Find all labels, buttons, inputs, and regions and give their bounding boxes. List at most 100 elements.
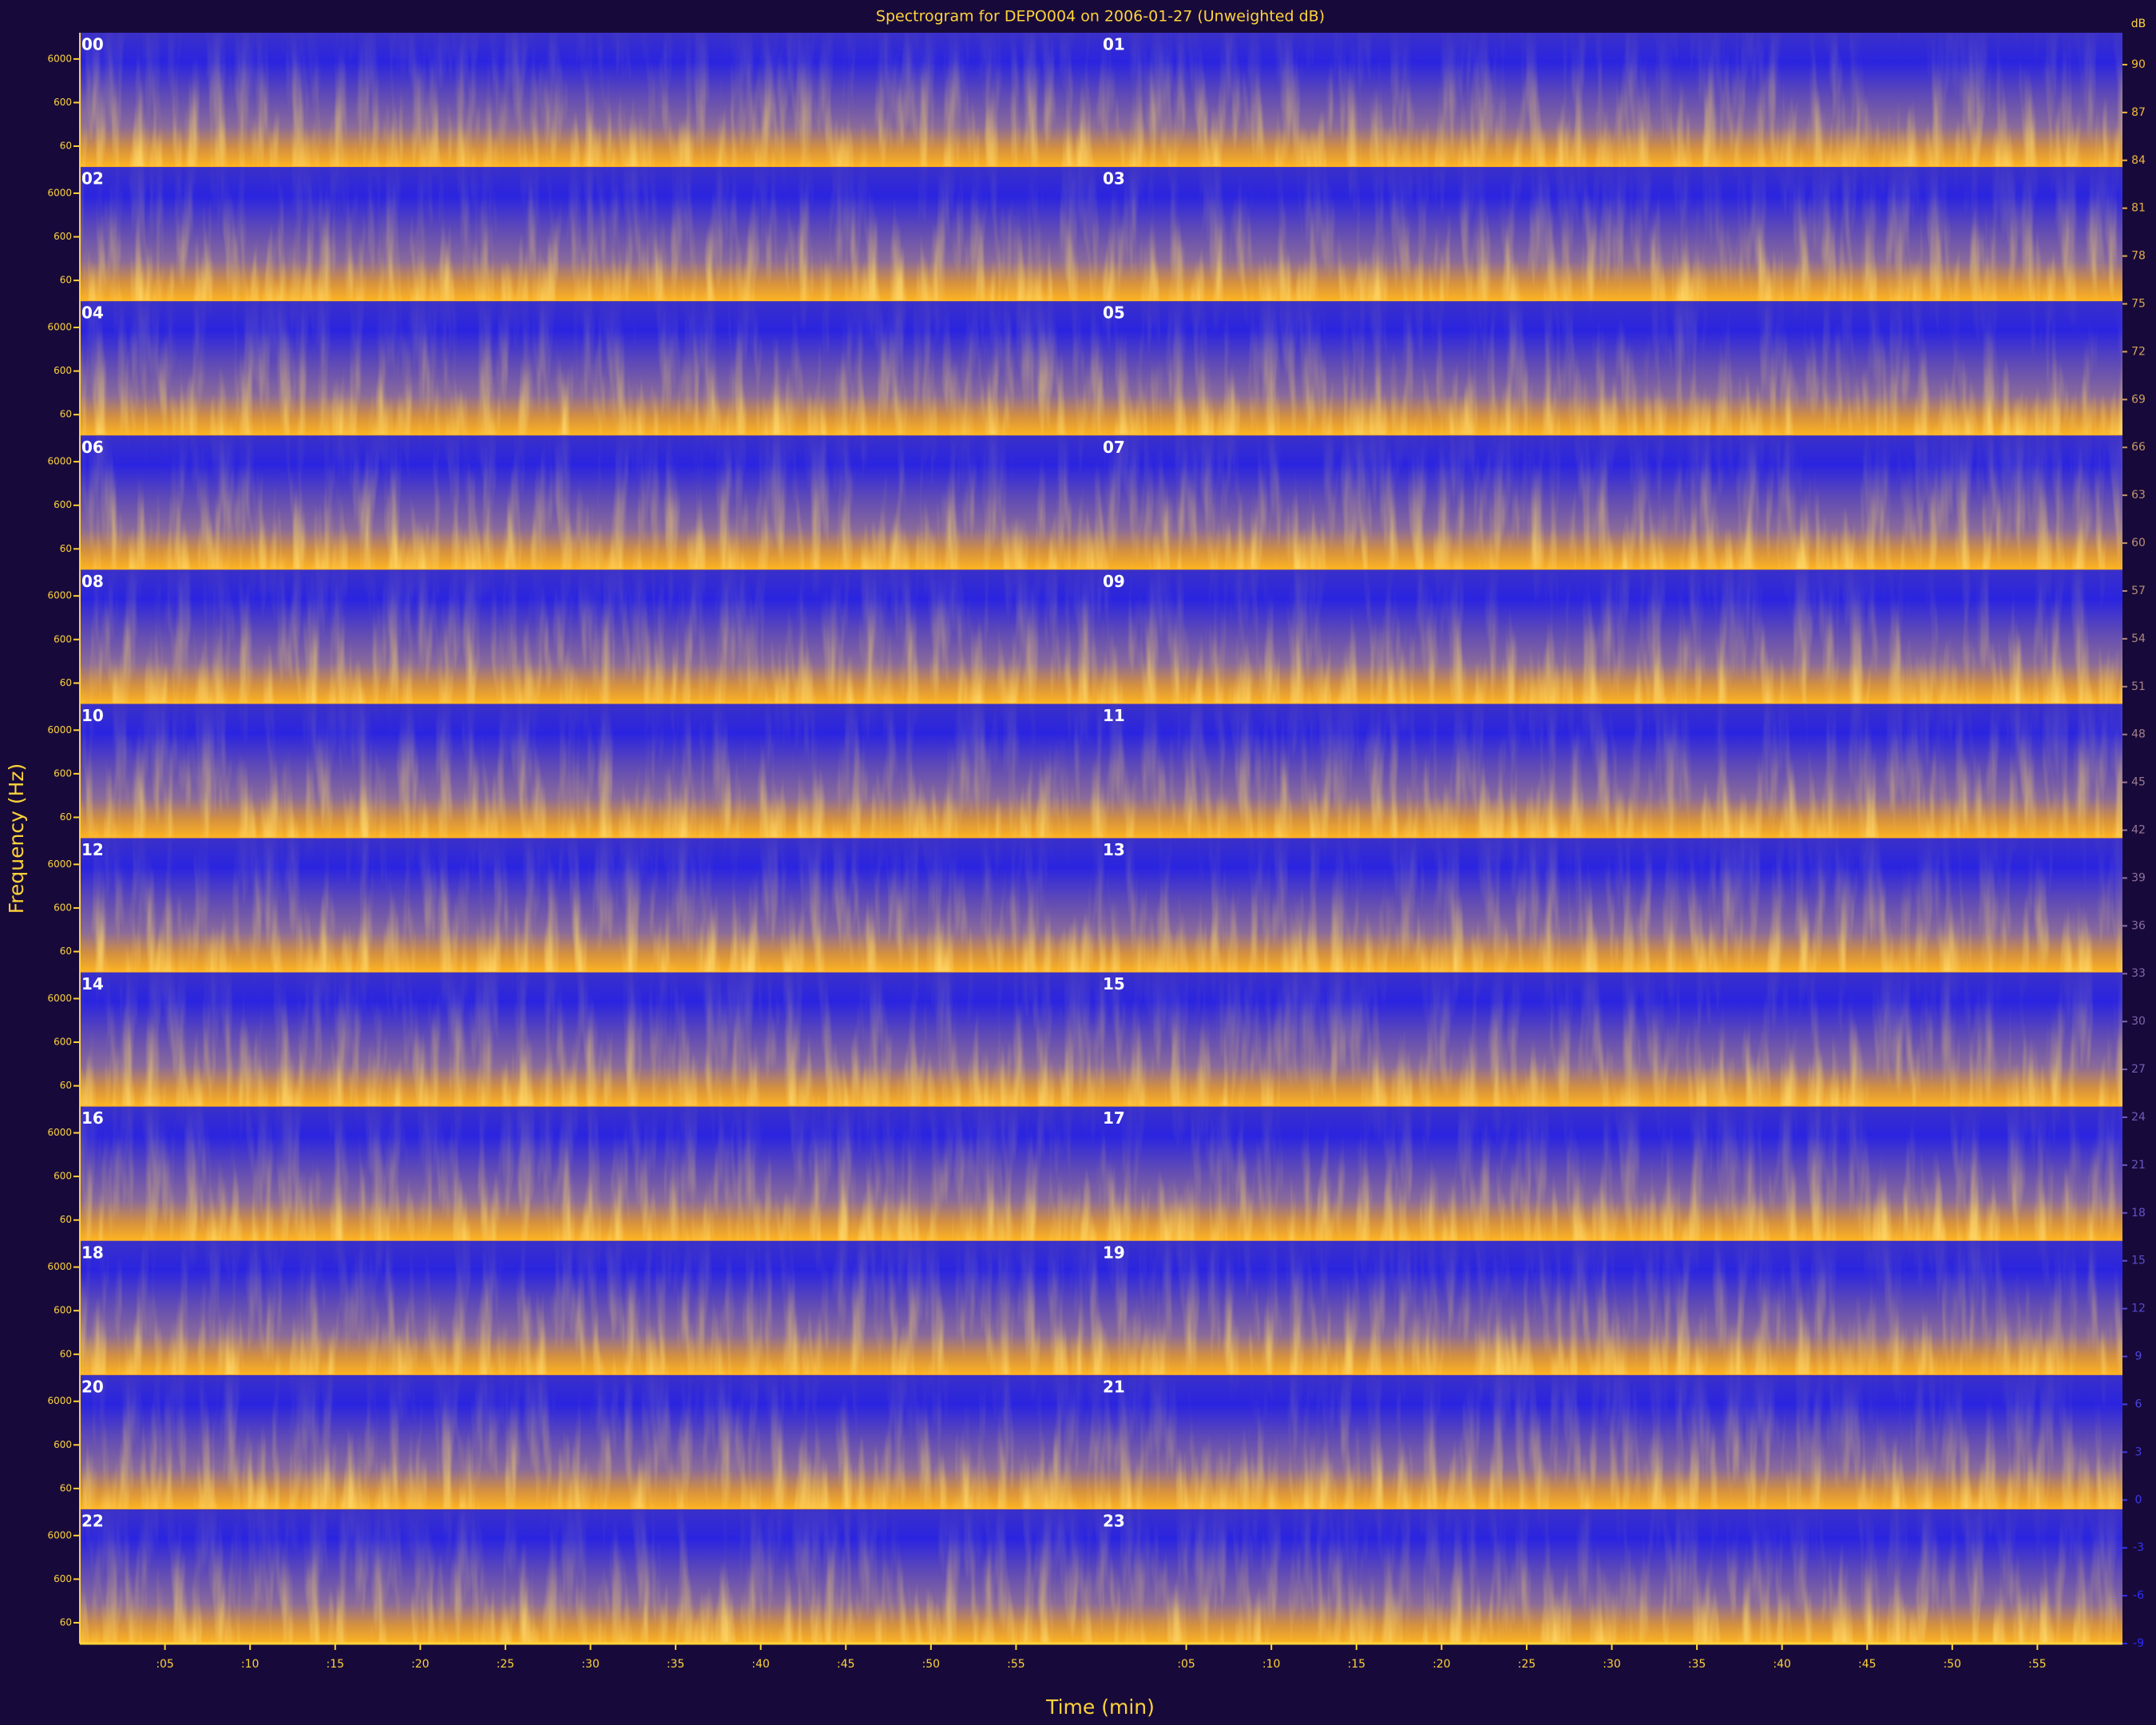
hour-label: 11 (1103, 706, 1125, 725)
hour-label: 22 (81, 1511, 104, 1530)
spectrogram-streaks (80, 838, 2122, 973)
y-tick-label: 6000 (47, 53, 72, 64)
y-tick-label: 60 (60, 141, 72, 152)
y-tick-label: 6000 (47, 1127, 72, 1138)
spectrogram-streaks (80, 33, 2122, 168)
x-tick-label: :55 (2028, 1658, 2047, 1671)
colorbar-tick-label: 39 (2131, 871, 2146, 884)
x-tick-label: :45 (1858, 1658, 1877, 1671)
hour-label: 17 (1103, 1108, 1125, 1128)
hour-label: 05 (1103, 303, 1125, 323)
x-tick-label: :05 (1177, 1658, 1195, 1671)
colorbar-tick-label: 0 (2135, 1493, 2142, 1506)
x-tick-label: :35 (667, 1658, 685, 1671)
hour-label: 16 (81, 1108, 104, 1128)
spectrogram-streaks (80, 972, 2122, 1107)
y-tick-label: 600 (54, 1171, 72, 1182)
y-tick-label: 6000 (47, 1261, 72, 1272)
hour-label: 09 (1103, 572, 1125, 591)
x-tick-label: :35 (1688, 1658, 1706, 1671)
y-tick-label: 60 (60, 677, 72, 688)
x-tick-label: :45 (837, 1658, 855, 1671)
y-tick-label: 600 (54, 1037, 72, 1048)
colorbar-tick-label: 45 (2131, 776, 2146, 789)
spectrogram-streaks (80, 1240, 2122, 1375)
colorbar-tick-label: 36 (2131, 919, 2146, 932)
colorbar-tick-label: 57 (2131, 585, 2146, 597)
y-tick-label: 60 (60, 275, 72, 286)
colorbar-tick-label: 27 (2131, 1063, 2146, 1076)
colorbar-tick-label: 87 (2131, 106, 2146, 119)
y-tick-label: 600 (54, 97, 72, 108)
hour-label: 15 (1103, 974, 1125, 993)
y-tick-label: 60 (60, 543, 72, 554)
hour-label: 07 (1103, 438, 1125, 457)
y-tick-label: 6000 (47, 322, 72, 333)
chart-title: Spectrogram for DEPO004 on 2006-01-27 (U… (876, 8, 1325, 26)
hour-label: 04 (81, 303, 104, 323)
y-tick-label: 6000 (47, 859, 72, 870)
y-tick-label: 6000 (47, 1395, 72, 1406)
colorbar-tick-label: 66 (2131, 441, 2146, 454)
y-tick-label: 6000 (47, 456, 72, 467)
colorbar-tick-label: 54 (2131, 632, 2146, 645)
hour-label: 14 (81, 974, 104, 993)
colorbar-tick-label: 72 (2131, 345, 2146, 358)
y-tick-label: 600 (54, 767, 72, 779)
hour-label: 13 (1103, 840, 1125, 859)
x-tick-label: :20 (411, 1658, 430, 1671)
y-tick-label: 600 (54, 499, 72, 510)
spectrogram-streaks (80, 569, 2122, 704)
y-tick-label: 600 (54, 231, 72, 242)
spectrogram-streaks (80, 704, 2122, 839)
y-tick-label: 600 (54, 633, 72, 644)
y-tick-label: 6000 (47, 993, 72, 1004)
colorbar-tick-label: 90 (2131, 58, 2146, 71)
y-axis-label: Frequency (Hz) (5, 763, 28, 914)
hour-label: 06 (81, 438, 104, 457)
colorbar-tick-label: 60 (2131, 537, 2146, 549)
hour-label: 20 (81, 1377, 104, 1396)
colorbar-tick-label: 6 (2135, 1398, 2142, 1410)
y-tick-label: 600 (54, 365, 72, 376)
colorbar-tick-label: 30 (2131, 1015, 2146, 1028)
colorbar-tick-label: 75 (2131, 297, 2146, 310)
y-tick-label: 60 (60, 409, 72, 420)
x-tick-label: :50 (1944, 1658, 1962, 1671)
y-tick-label: 60 (60, 1616, 72, 1628)
y-tick-label: 60 (60, 946, 72, 957)
hour-label: 12 (81, 840, 104, 859)
y-tick-label: 60 (60, 1214, 72, 1225)
spectrogram-streaks (80, 435, 2122, 570)
hour-label: 03 (1103, 169, 1125, 188)
hour-label: 10 (81, 706, 104, 725)
hour-label: 18 (81, 1243, 104, 1262)
colorbar-tick-label: -6 (2133, 1589, 2144, 1602)
colorbar-tick-label: 81 (2131, 202, 2146, 215)
colorbar-tick-label: 78 (2131, 250, 2146, 263)
hour-label: 23 (1103, 1511, 1125, 1530)
colorbar-tick-label: 18 (2131, 1207, 2146, 1219)
x-tick-label: :10 (241, 1658, 260, 1671)
colorbar-tick-label: 42 (2131, 824, 2146, 837)
colorbar-tick-label: 51 (2131, 680, 2146, 693)
x-tick-label: :15 (1347, 1658, 1365, 1671)
hour-label: 01 (1103, 35, 1125, 54)
hour-label: 08 (81, 572, 104, 591)
colorbar-tick-label: 9 (2135, 1350, 2142, 1363)
y-tick-label: 6000 (47, 1529, 72, 1541)
x-tick-label: :55 (1007, 1658, 1025, 1671)
hour-label: 19 (1103, 1243, 1125, 1262)
y-tick-label: 6000 (47, 590, 72, 601)
x-tick-label: :25 (497, 1658, 515, 1671)
colorbar-tick-label: 69 (2131, 393, 2146, 406)
y-tick-label: 60 (60, 811, 72, 823)
y-tick-label: 60 (60, 1348, 72, 1359)
hour-label: 02 (81, 169, 104, 188)
colorbar-tick-label: 21 (2131, 1159, 2146, 1172)
spectrogram-streaks (80, 1509, 2122, 1644)
colorbar-tick-label: 84 (2131, 154, 2146, 167)
spectrogram-streaks (80, 301, 2122, 436)
x-tick-label: :25 (1518, 1658, 1536, 1671)
